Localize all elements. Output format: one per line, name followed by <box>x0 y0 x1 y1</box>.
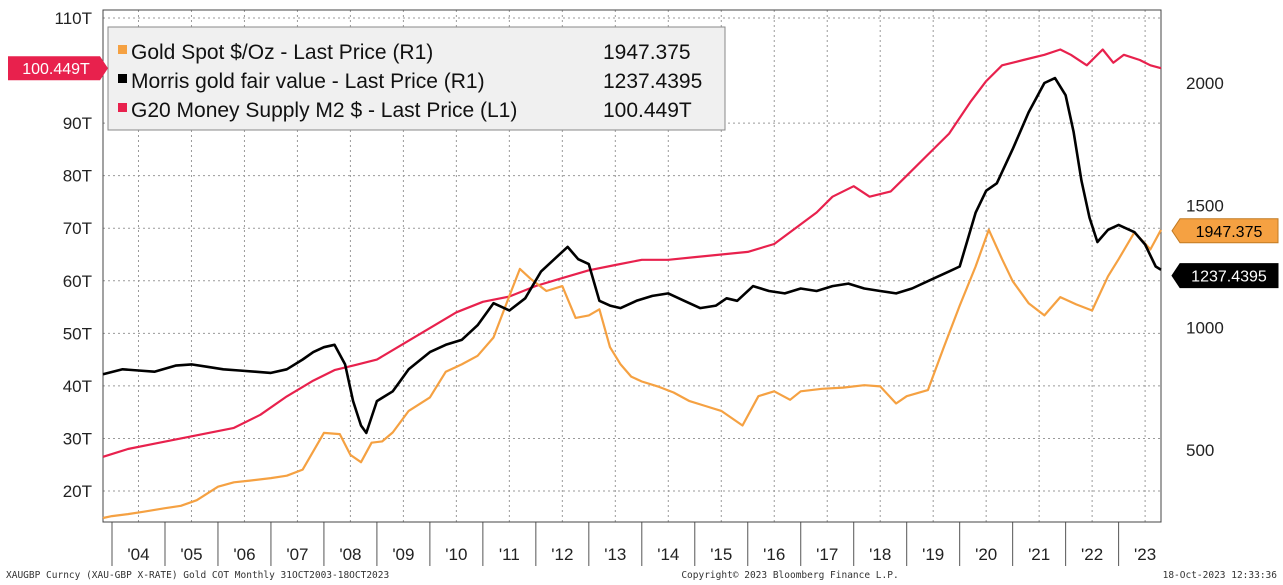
x-tick-label: '07 <box>286 545 308 564</box>
legend-box <box>107 26 726 131</box>
left-tick-label: 40T <box>63 377 92 396</box>
x-tick-label: '15 <box>710 545 732 564</box>
legend-swatch-m2 <box>118 103 127 112</box>
series-line-morris <box>102 76 1162 435</box>
left-tick-label: 60T <box>63 272 92 291</box>
x-tick-label: '21 <box>1028 545 1050 564</box>
right-tick-label: 1000 <box>1186 319 1224 338</box>
left-tick-label: 30T <box>63 429 92 448</box>
badge-gold-text: 1947.375 <box>1196 224 1263 241</box>
x-tick-label: '20 <box>975 545 997 564</box>
footer-source: XAUGBP Curncy (XAU-GBP X-RATE) Gold COT … <box>6 570 389 581</box>
legend-swatch-gold <box>118 45 127 54</box>
x-tick-label: '18 <box>869 545 891 564</box>
left-tick-label: 70T <box>63 219 92 238</box>
footer-timestamp: 18-Oct-2023 12:33:36 <box>1163 570 1278 581</box>
series-layer <box>102 48 1162 520</box>
x-tick-label: '05 <box>180 545 202 564</box>
badge-morris <box>1171 263 1279 289</box>
x-axis-ticks: '04 '05 '06 '07 '08 '09 '10 '11 '12 '13 '14 '15 '16 '… <box>127 545 1156 564</box>
badge-m2 <box>8 56 108 81</box>
x-tick-label: '22 <box>1081 545 1103 564</box>
left-axis-ticks: 20T 30T 40T 50T 60T 70T 80T 90T 110T <box>55 9 93 501</box>
x-tick-label: '06 <box>233 545 255 564</box>
plot-frame <box>102 9 1162 523</box>
right-tick-label: 1500 <box>1186 196 1224 215</box>
legend-label-gold: Gold Spot $/Oz - Last Price (R1) <box>131 41 433 64</box>
x-tick-label: '09 <box>392 545 414 564</box>
left-tick-label: 80T <box>63 167 92 186</box>
year-separators <box>111 522 1120 566</box>
badge-m2-text: 100.449T <box>22 61 90 78</box>
right-tick-label: 500 <box>1186 441 1214 460</box>
legend-swatch-morris <box>118 74 127 83</box>
series-line-m2 <box>102 48 1162 458</box>
x-tick-label: '17 <box>816 545 838 564</box>
left-tick-label: 90T <box>63 114 92 133</box>
x-tick-label: '23 <box>1134 545 1156 564</box>
legend-label-morris: Morris gold fair value - Last Price (R1) <box>131 70 485 93</box>
x-tick-label: '14 <box>657 545 679 564</box>
right-axis-ticks: 500 1000 1500 2000 <box>1186 74 1224 460</box>
x-tick-label: '08 <box>339 545 361 564</box>
legend-label-m2: G20 Money Supply M2 $ - Last Price (L1) <box>131 99 517 122</box>
x-tick-label: '10 <box>445 545 467 564</box>
badge-gold <box>1171 218 1279 244</box>
series-line-gold <box>102 228 1162 520</box>
left-tick-label: 110T <box>55 9 93 28</box>
last-value-badges: 100.449T 1947.375 1237.4395 <box>8 56 1279 289</box>
x-tick-label: '04 <box>127 545 149 564</box>
x-tick-label: '16 <box>763 545 785 564</box>
right-tick-label: 2000 <box>1186 74 1224 93</box>
x-tick-label: '11 <box>499 545 520 564</box>
x-tick-label: '19 <box>922 545 944 564</box>
x-tick-label: '13 <box>604 545 626 564</box>
left-tick-label: 50T <box>63 324 92 343</box>
footer-copyright: Copyright© 2023 Bloomberg Finance L.P. <box>681 570 898 581</box>
legend-value-morris: 1237.4395 <box>603 70 702 93</box>
x-tick-label: '12 <box>551 545 573 564</box>
badge-morris-text: 1237.4395 <box>1191 269 1267 286</box>
legend: Gold Spot $/Oz - Last Price (R1) 1947.37… <box>107 26 726 131</box>
left-tick-label: 20T <box>63 482 92 501</box>
legend-value-gold: 1947.375 <box>603 41 691 64</box>
legend-value-m2: 100.449T <box>603 99 692 122</box>
